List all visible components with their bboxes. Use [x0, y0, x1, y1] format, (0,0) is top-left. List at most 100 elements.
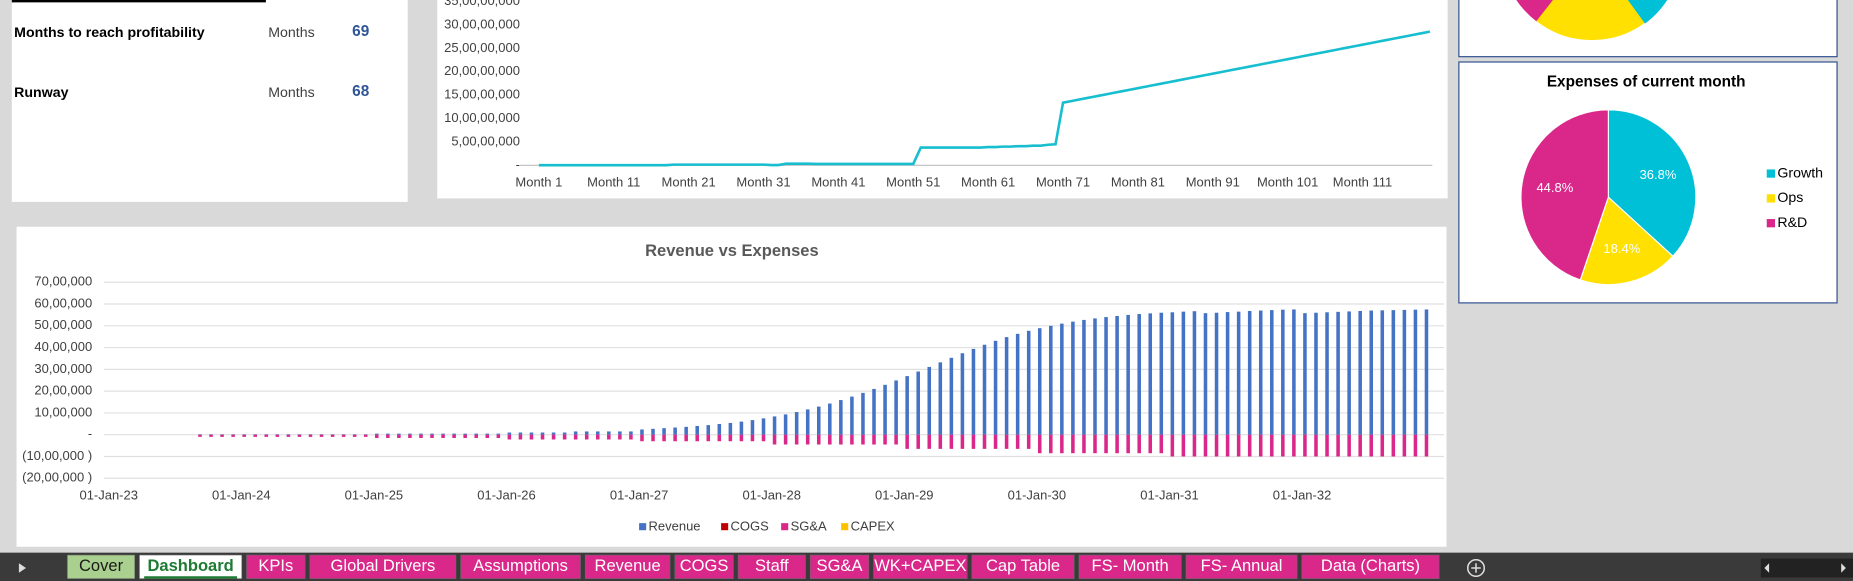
bar — [286, 434, 291, 437]
sheet-tab-label[interactable]: Cover — [79, 556, 124, 575]
bar — [662, 428, 666, 435]
y-tick-label: (10,00,000 ) — [22, 448, 92, 463]
sheet-tab-label[interactable]: WK+CAPEX — [874, 556, 966, 575]
sheet-tab[interactable] — [1185, 554, 1298, 579]
sheet-tab-label[interactable]: Revenue — [595, 556, 661, 575]
sheet-tab-label[interactable]: COGS — [680, 556, 729, 575]
sheet-tab[interactable] — [971, 554, 1075, 579]
bar — [341, 434, 346, 437]
y-tick-label: 60,00,000 — [34, 295, 92, 310]
bar — [794, 412, 799, 435]
sheet-tab[interactable] — [67, 554, 136, 579]
sheet-tab[interactable] — [460, 554, 581, 579]
bar — [1336, 311, 1340, 435]
bar — [916, 371, 920, 435]
bar — [430, 433, 434, 435]
sheet-tab-label[interactable]: Data (Charts) — [1321, 556, 1420, 575]
bar — [883, 434, 887, 445]
bar — [231, 434, 235, 437]
x-tick-label: Month 31 — [736, 174, 790, 189]
sheet-tab-label[interactable]: Global Drivers — [331, 556, 436, 575]
kpi-label: Runway — [14, 85, 68, 101]
bar — [496, 433, 501, 435]
legend-swatch — [721, 523, 729, 531]
sheet-tab[interactable] — [584, 554, 671, 579]
pie-slice — [1520, 109, 1609, 281]
bar — [772, 434, 777, 445]
bar — [960, 353, 965, 435]
bar — [1126, 314, 1130, 435]
bar — [1247, 310, 1252, 435]
sheet-tab[interactable] — [737, 554, 806, 579]
bar — [872, 434, 876, 445]
sheet-tab-label[interactable]: FS- Month — [1092, 556, 1169, 575]
sheet-tab[interactable] — [1078, 554, 1182, 579]
pie-slice — [1627, 0, 1668, 24]
bar — [1181, 311, 1186, 435]
sheet-tab[interactable] — [873, 554, 968, 579]
bar — [1236, 434, 1241, 457]
bar — [1082, 434, 1086, 454]
bar — [993, 340, 998, 435]
bar — [1225, 434, 1230, 457]
bar — [1126, 434, 1130, 454]
bar — [275, 434, 280, 437]
sheet-tab-label[interactable]: Cap Table — [986, 556, 1060, 575]
bar — [1148, 313, 1153, 435]
bar — [1181, 434, 1186, 457]
x-tick-label: 01-Jan-23 — [79, 487, 137, 502]
bar — [1004, 337, 1009, 435]
sheet-tab-label[interactable]: FS- Annual — [1201, 556, 1283, 575]
bar — [518, 432, 523, 435]
kpi-panel — [11, 0, 408, 202]
y-tick-label: - — [88, 426, 92, 441]
sheet-tab-label[interactable]: SG&A — [817, 556, 863, 575]
bar — [430, 434, 434, 438]
bar — [816, 406, 821, 435]
bar — [1170, 312, 1175, 435]
bar — [750, 420, 755, 435]
legend-label: R&D — [1777, 215, 1807, 231]
bar — [452, 433, 456, 435]
sheet-tab-label[interactable]: Staff — [755, 556, 789, 575]
sheet-tab-label[interactable]: Dashboard — [147, 556, 233, 575]
add-sheet[interactable] — [1466, 558, 1486, 578]
bar — [1115, 434, 1119, 454]
bar — [695, 425, 699, 435]
sheet-tab[interactable] — [309, 554, 457, 579]
bar — [397, 434, 401, 438]
kpi-value: 68 — [352, 83, 370, 100]
bar — [1391, 434, 1396, 457]
bar — [982, 344, 987, 435]
x-tick-label: 01-Jan-30 — [1008, 487, 1066, 502]
sheet-tab[interactable] — [1301, 554, 1440, 579]
sheet-tab[interactable] — [674, 554, 734, 579]
bar — [529, 432, 534, 435]
bar — [375, 434, 379, 438]
add-sheet-icon — [1471, 563, 1481, 573]
bar — [1424, 309, 1429, 435]
sheet-tab[interactable] — [246, 554, 306, 579]
bar — [551, 434, 556, 440]
bar — [839, 400, 843, 435]
sheet-tab-label[interactable]: Assumptions — [473, 556, 568, 575]
bar — [441, 433, 445, 435]
y-tick-label: 20,00,000 — [34, 383, 92, 398]
sheet-tab-label[interactable]: KPIs — [258, 556, 293, 575]
bar — [1115, 315, 1119, 435]
bar — [562, 432, 567, 435]
scrollbar[interactable] — [1760, 558, 1853, 578]
legend-swatch — [1766, 219, 1776, 228]
bar — [1192, 434, 1197, 457]
bar — [1026, 434, 1031, 449]
x-tick-label: 01-Jan-32 — [1273, 487, 1331, 502]
bar — [596, 434, 600, 440]
bar — [938, 362, 943, 435]
bar — [529, 434, 534, 440]
x-tick-label: 01-Jan-29 — [875, 487, 933, 502]
data-label: 36.8% — [1640, 167, 1677, 182]
scroll-arrow[interactable] — [18, 563, 26, 573]
bar — [772, 416, 777, 435]
sheet-tab[interactable] — [809, 554, 870, 579]
bar — [894, 380, 898, 435]
